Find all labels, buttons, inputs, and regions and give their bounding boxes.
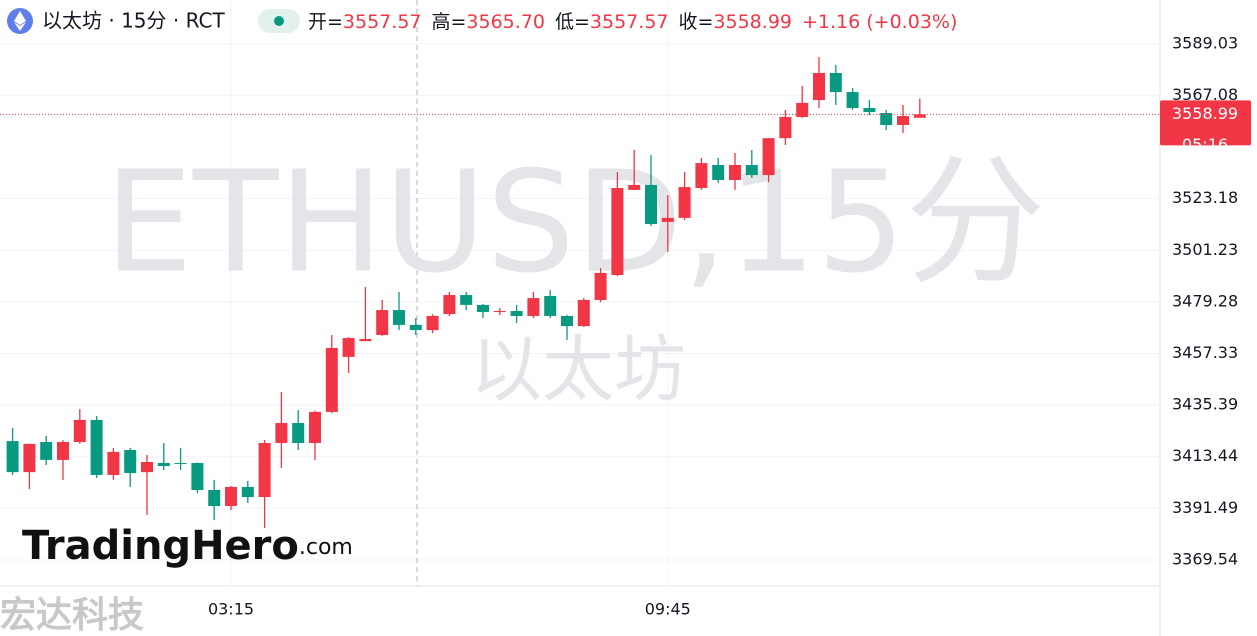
candle-body — [208, 490, 221, 506]
ohlc-legend: 开=3557.57 高=3565.70 低=3557.57 收=3558.99 +1.1… — [308, 11, 957, 33]
candle-body — [561, 315, 573, 327]
candle-body — [762, 138, 775, 176]
candle-body — [225, 486, 237, 506]
candle-body — [325, 347, 338, 412]
candle-body — [678, 187, 691, 218]
price-label: 3558.99 — [1172, 104, 1238, 123]
candle-body — [897, 116, 909, 125]
brand-name: TradingHero — [22, 523, 299, 569]
watermark: ETHUSD,15分 — [104, 142, 1045, 305]
y-tick-label: 3391.49 — [1172, 498, 1238, 517]
candle-body — [40, 442, 53, 460]
candle-body — [241, 486, 254, 498]
ohlc-value: 3557.57 — [590, 11, 669, 33]
candle-body — [124, 450, 137, 474]
status-dot — [274, 16, 284, 26]
candle-body — [493, 311, 506, 313]
ohlc-key: 低= — [555, 11, 590, 33]
candle-body — [695, 163, 708, 189]
candle-body — [813, 73, 825, 101]
y-tick-label: 3413.44 — [1172, 446, 1238, 465]
candle-body — [443, 295, 456, 315]
candle-body — [292, 422, 305, 443]
y-tick-label: 3589.03 — [1172, 33, 1238, 52]
candle-body — [90, 419, 103, 475]
ohlc-value: 3565.70 — [466, 11, 545, 33]
y-tick-label: 3501.23 — [1172, 240, 1238, 259]
candle-body — [460, 295, 473, 305]
candle-body — [141, 462, 153, 473]
y-tick-label: 3435.39 — [1172, 395, 1238, 414]
y-tick-label: 3479.28 — [1172, 291, 1238, 310]
candle-body — [712, 164, 725, 181]
candle-body — [628, 184, 641, 190]
change: +1.16 (+0.03%) — [802, 11, 957, 33]
candle-body — [376, 310, 389, 336]
ohlc-value: 3558.99 — [713, 11, 792, 33]
y-tick-label: 3457.33 — [1172, 343, 1238, 362]
candle-body — [393, 310, 405, 325]
candle-body — [796, 102, 809, 117]
candle-body — [309, 411, 321, 443]
candle-body — [611, 188, 624, 276]
y-tick-label: 3523.18 — [1172, 188, 1238, 207]
candles — [6, 57, 926, 529]
brand-suffix: .com — [299, 535, 353, 560]
candle-body — [510, 311, 523, 316]
candle-body — [409, 324, 422, 331]
candle-body — [527, 298, 540, 316]
candle-body — [157, 462, 170, 467]
ohlc-text: 开=3557.57 高=3565.70 低=3557.57 收=3558.99 +1.1… — [308, 11, 957, 33]
candle-body — [863, 108, 876, 113]
candle-body — [779, 116, 792, 139]
countdown: 05:16 — [1182, 135, 1228, 154]
candle-body — [477, 304, 489, 312]
ohlc-key: 高= — [432, 11, 467, 33]
candle-body — [594, 272, 607, 300]
candle-body — [577, 299, 590, 327]
symbol: 以太坊 · 15分 · RCT — [42, 9, 225, 33]
candle-body — [57, 442, 69, 460]
candle-body — [846, 92, 859, 109]
watermark-sub: 以太坊 — [470, 328, 686, 412]
candle-body — [107, 451, 120, 475]
candle-body — [729, 164, 741, 181]
candle-body — [661, 217, 674, 222]
y-tick-label: 3369.54 — [1172, 549, 1238, 568]
ohlc-value: 3557.57 — [343, 11, 422, 33]
x-tick-label: 09:45 — [645, 600, 691, 619]
candle-body — [829, 73, 842, 93]
ohlc-key: 收= — [679, 11, 714, 33]
candle-body — [258, 442, 271, 498]
corner-text: 宏达科技 — [0, 595, 144, 636]
candle-body — [544, 295, 557, 316]
candle-body — [645, 184, 657, 224]
price-badge — [1160, 100, 1251, 146]
ohlc-key: 开= — [308, 11, 343, 33]
candle-body — [174, 462, 187, 464]
candle-body — [191, 462, 204, 491]
candle-body — [745, 164, 758, 176]
y-tick-label: 3567.08 — [1172, 85, 1238, 104]
eth-icon — [14, 11, 26, 31]
x-tick-label: 03:15 — [208, 600, 254, 619]
candle-body — [426, 315, 439, 331]
brand: TradingHero.com — [22, 523, 353, 569]
candle-body — [275, 422, 288, 443]
candle-body — [880, 112, 893, 125]
candle-body — [23, 443, 36, 473]
candle-body — [342, 338, 355, 357]
candle-body — [73, 419, 86, 443]
candle-body — [913, 114, 926, 118]
candle-body — [359, 339, 372, 342]
candle-body — [6, 441, 19, 473]
